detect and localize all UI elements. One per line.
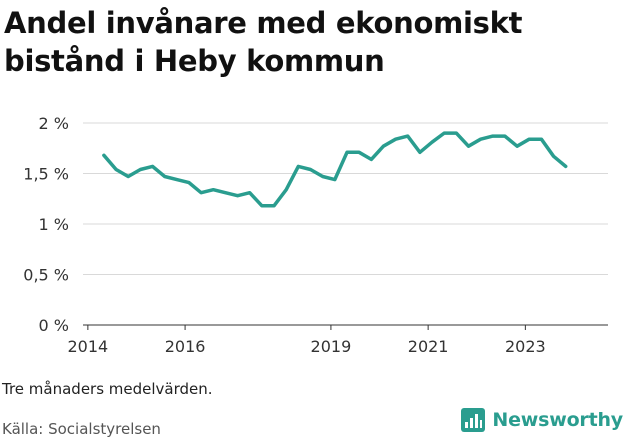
series-line xyxy=(102,131,568,208)
data-point xyxy=(394,137,397,141)
data-point xyxy=(163,175,166,178)
data-point xyxy=(102,154,106,157)
data-point xyxy=(175,178,179,181)
data-point xyxy=(515,145,519,148)
x-axis: 2014 2016 2019 2021 2023 xyxy=(68,324,608,356)
data-point xyxy=(418,151,422,154)
data-point xyxy=(284,188,288,191)
source-credit: Källa: Socialstyrelsen xyxy=(2,420,161,438)
data-point xyxy=(479,137,482,141)
y-tick-label: 1,5 % xyxy=(23,165,69,184)
data-point xyxy=(455,131,458,135)
data-point xyxy=(199,191,203,194)
x-tick-label: 2021 xyxy=(408,337,449,356)
data-point xyxy=(442,131,446,135)
data-point xyxy=(564,165,567,168)
data-point xyxy=(309,168,312,171)
data-point xyxy=(528,137,531,141)
data-point xyxy=(406,134,409,138)
chart-title: Andel invånare med ekonomiskt bistånd i … xyxy=(4,6,523,78)
series-group xyxy=(102,131,568,208)
data-point xyxy=(357,151,361,154)
y-tick-label: 0,5 % xyxy=(23,266,69,285)
x-tick-label: 2014 xyxy=(68,337,109,356)
grid-lines xyxy=(83,122,608,275)
data-point xyxy=(552,155,555,158)
x-tick-label: 2016 xyxy=(165,337,206,356)
data-point xyxy=(187,181,191,184)
y-tick-label: 0 % xyxy=(39,316,69,335)
x-tick-label: 2023 xyxy=(505,337,546,356)
data-point xyxy=(321,175,324,178)
brand-logo: Newsworthy xyxy=(461,408,623,432)
y-axis: 0 % 0,5 % 1 % 1,5 % 2 % xyxy=(23,114,69,335)
data-point xyxy=(503,134,507,138)
data-point xyxy=(467,145,470,148)
y-tick-label: 2 % xyxy=(39,114,69,133)
data-point xyxy=(114,168,118,171)
data-point xyxy=(236,194,239,197)
data-point xyxy=(430,140,434,144)
data-point xyxy=(260,204,264,208)
data-point xyxy=(139,168,142,171)
brand-name: Newsworthy xyxy=(492,409,623,431)
data-point xyxy=(212,188,215,191)
chart-note: Tre månaders medelvärden. xyxy=(2,380,213,398)
data-point xyxy=(345,151,349,154)
data-point xyxy=(370,158,373,161)
data-point xyxy=(382,145,385,148)
x-tick-label: 2019 xyxy=(311,337,352,356)
bar-chart-logo-icon xyxy=(461,408,486,432)
data-point xyxy=(151,165,154,168)
data-point xyxy=(333,178,337,181)
data-point xyxy=(248,191,251,194)
data-point xyxy=(491,134,494,138)
data-point xyxy=(127,175,130,178)
data-point xyxy=(272,204,276,208)
y-tick-label: 1 % xyxy=(39,215,69,234)
data-point xyxy=(540,137,543,141)
data-point xyxy=(224,191,227,194)
data-point xyxy=(297,165,300,168)
